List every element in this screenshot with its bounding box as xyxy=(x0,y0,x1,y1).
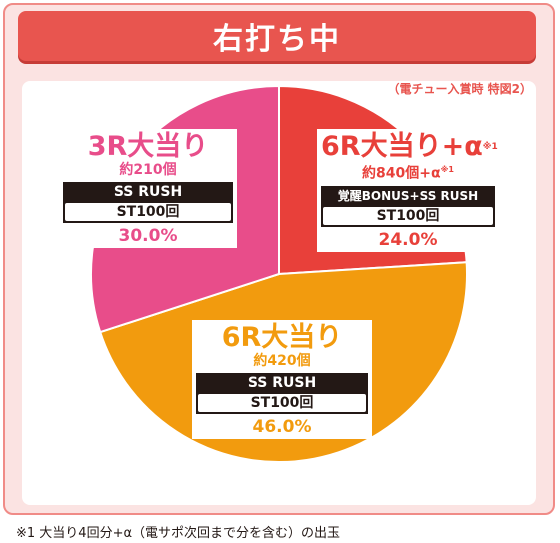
slice-percent: 24.0% xyxy=(378,229,438,250)
page-title: 右打ち中 xyxy=(18,11,536,61)
slice-label-6r: 6R大当り 約420個 SS RUSH ST100回 46.0% xyxy=(192,320,372,439)
slice-payout: 約420個 xyxy=(253,353,311,369)
chart-note: （電チュー入賞時 特図2） xyxy=(387,82,532,96)
mode-label: SS RUSH xyxy=(113,184,183,200)
mode-box: 覚醒BONUS+SS RUSH ST100回 xyxy=(321,185,495,227)
slice-percent: 46.0% xyxy=(252,417,312,437)
mode-label: SS RUSH xyxy=(247,375,317,391)
st-label: ST100回 xyxy=(323,206,493,225)
footnote: ※1 大当り4回分+α（電サポ次回まで分を含む）の出玉 xyxy=(16,526,341,541)
slice-title: 6R大当り xyxy=(221,322,343,353)
st-label: ST100回 xyxy=(65,203,231,221)
st-label: ST100回 xyxy=(198,394,366,412)
slice-payout: 約210個 xyxy=(119,162,177,178)
mode-label: 覚醒BONUS+SS RUSH xyxy=(337,188,479,203)
slice-title: 3R大当り xyxy=(87,131,209,162)
slice-payout: 約840個+α※1 xyxy=(362,165,454,182)
slice-label-3r: 3R大当り 約210個 SS RUSH ST100回 30.0% xyxy=(59,129,237,248)
mode-box: SS RUSH ST100回 xyxy=(63,182,233,223)
mode-box: SS RUSH ST100回 xyxy=(196,373,368,414)
slice-percent: 30.0% xyxy=(118,226,178,246)
slice-title: 6R大当り+α※1 xyxy=(321,131,498,162)
slice-label-6r-alpha: 6R大当り+α※1 約840個+α※1 覚醒BONUS+SS RUSH ST10… xyxy=(317,129,499,252)
